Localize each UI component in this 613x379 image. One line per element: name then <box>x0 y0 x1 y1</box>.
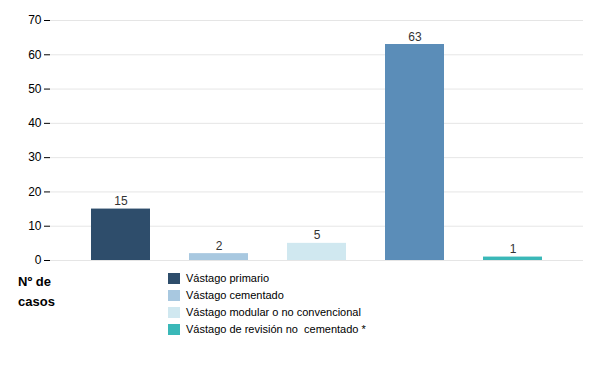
svg-text:1: 1 <box>510 242 517 256</box>
svg-text:60: 60 <box>28 48 42 62</box>
html-text:Vástago primario: Vástago primario <box>186 272 270 284</box>
html-text:Vástago cementado: Vástago cementado <box>186 289 284 301</box>
svg-text:70: 70 <box>28 13 42 27</box>
svg-text:5: 5 <box>314 228 321 242</box>
svg-text:50: 50 <box>28 82 42 96</box>
html-text:Vástago modular o no convencio: Vástago modular o no convencional <box>186 306 361 318</box>
svg-text:63: 63 <box>408 30 422 44</box>
svg-text:40: 40 <box>28 116 42 130</box>
svg-text:30: 30 <box>28 150 42 164</box>
svg-text:2: 2 <box>216 239 223 253</box>
svg-text:15: 15 <box>114 194 128 208</box>
svg-text:10: 10 <box>28 219 42 233</box>
html-text:Vástago de revisión no cementa: Vástago de revisión no cementado * <box>186 323 366 335</box>
html-text:Nº de casos: Nº de casos <box>18 274 55 309</box>
svg-text:0: 0 <box>35 253 42 267</box>
svg-text:20: 20 <box>28 185 42 199</box>
